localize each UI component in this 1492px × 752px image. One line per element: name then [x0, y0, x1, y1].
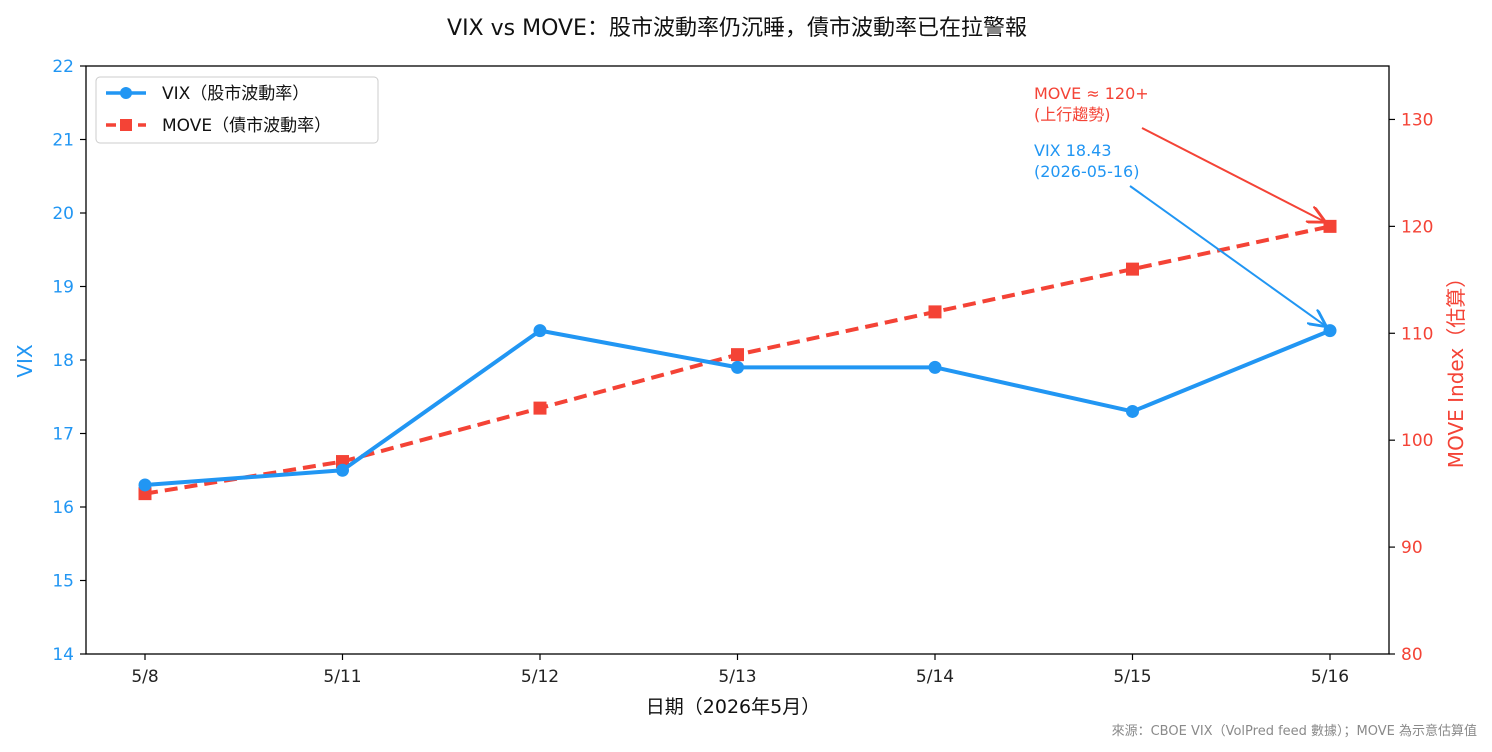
y-left-tick-label: 15: [52, 572, 74, 592]
series-layer: [138, 219, 1337, 501]
legend-vix-label: VIX（股市波動率）: [162, 84, 309, 104]
y-left-tick-label: 21: [52, 131, 74, 151]
vix-annotation-text: (2026-05-16): [1034, 162, 1139, 181]
chart-title: VIX vs MOVE：股市波動率仍沉睡，債市波動率已在拉警報: [447, 16, 1027, 41]
legend-box: [95, 76, 379, 144]
legend-move-label: MOVE（債市波動率）: [162, 116, 331, 136]
move-annotation-arrow: [1141, 127, 1324, 221]
y-right-tick-label: 100: [1401, 431, 1433, 451]
y-right-tick-label: 80: [1401, 645, 1423, 665]
x-tick-label: 5/11: [323, 667, 361, 687]
y-right-tick-label: 90: [1401, 538, 1423, 558]
x-axis: 5/8 5/11 5/12 5/13 5/14 5/15 5/16: [131, 654, 1349, 687]
move-annotation-text: MOVE ≈ 120+: [1034, 84, 1149, 103]
move-point: [533, 401, 547, 415]
move-point: [1323, 219, 1337, 233]
vix-point: [928, 360, 942, 374]
annotation-layer: MOVE ≈ 120+ (上行趨勢) VIX 18.43 (2026-05-16): [1034, 84, 1325, 326]
y-left-tick-label: 18: [52, 351, 74, 371]
y-right-tick-label: 120: [1401, 217, 1433, 237]
x-tick-label: 5/13: [718, 667, 756, 687]
move-point: [928, 305, 942, 319]
legend: VIX（股市波動率） MOVE（債市波動率）: [95, 76, 379, 144]
y-left-tick-label: 20: [52, 204, 74, 224]
y-right-tick-label: 130: [1401, 110, 1433, 130]
x-tick-label: 5/14: [916, 667, 954, 687]
vix-point: [1323, 324, 1337, 338]
y-axis-right-label: MOVE Index（估算）: [1444, 268, 1468, 468]
y-left-tick-label: 17: [52, 425, 74, 445]
left-y-axis: 14 15 16 17 18 19 20 21 22: [52, 57, 86, 665]
x-axis-label: 日期（2026年5月）: [646, 696, 820, 718]
y-left-tick-label: 14: [52, 645, 74, 665]
right-y-axis: 80 90 100 110 120 130: [1389, 110, 1433, 665]
vix-annotation-text: VIX 18.43: [1034, 141, 1112, 160]
vix-point: [336, 463, 349, 477]
vix-point: [731, 360, 744, 374]
move-annotation-text: (上行趨勢): [1034, 105, 1111, 124]
x-tick-label: 5/16: [1311, 667, 1349, 687]
move-point: [731, 348, 744, 362]
y-left-tick-label: 19: [52, 278, 74, 298]
move-point: [1126, 262, 1139, 276]
vix-point: [1126, 404, 1139, 418]
source-note: 來源：CBOE VIX（VolPred feed 數據）；MOVE 為示意估算值: [1112, 723, 1477, 739]
x-tick-label: 5/12: [521, 667, 559, 687]
legend-vix-marker: [120, 87, 132, 99]
x-tick-label: 5/15: [1113, 667, 1151, 687]
vix-point: [533, 324, 547, 338]
vix-annotation-arrow: [1129, 185, 1325, 326]
x-tick-label: 5/8: [131, 667, 158, 687]
y-left-tick-label: 16: [52, 498, 74, 518]
y-axis-left-label: VIX: [13, 344, 37, 378]
vix-point: [138, 478, 152, 492]
legend-move-marker: [120, 119, 132, 131]
y-left-tick-label: 22: [52, 57, 74, 77]
y-right-tick-label: 110: [1401, 324, 1433, 344]
